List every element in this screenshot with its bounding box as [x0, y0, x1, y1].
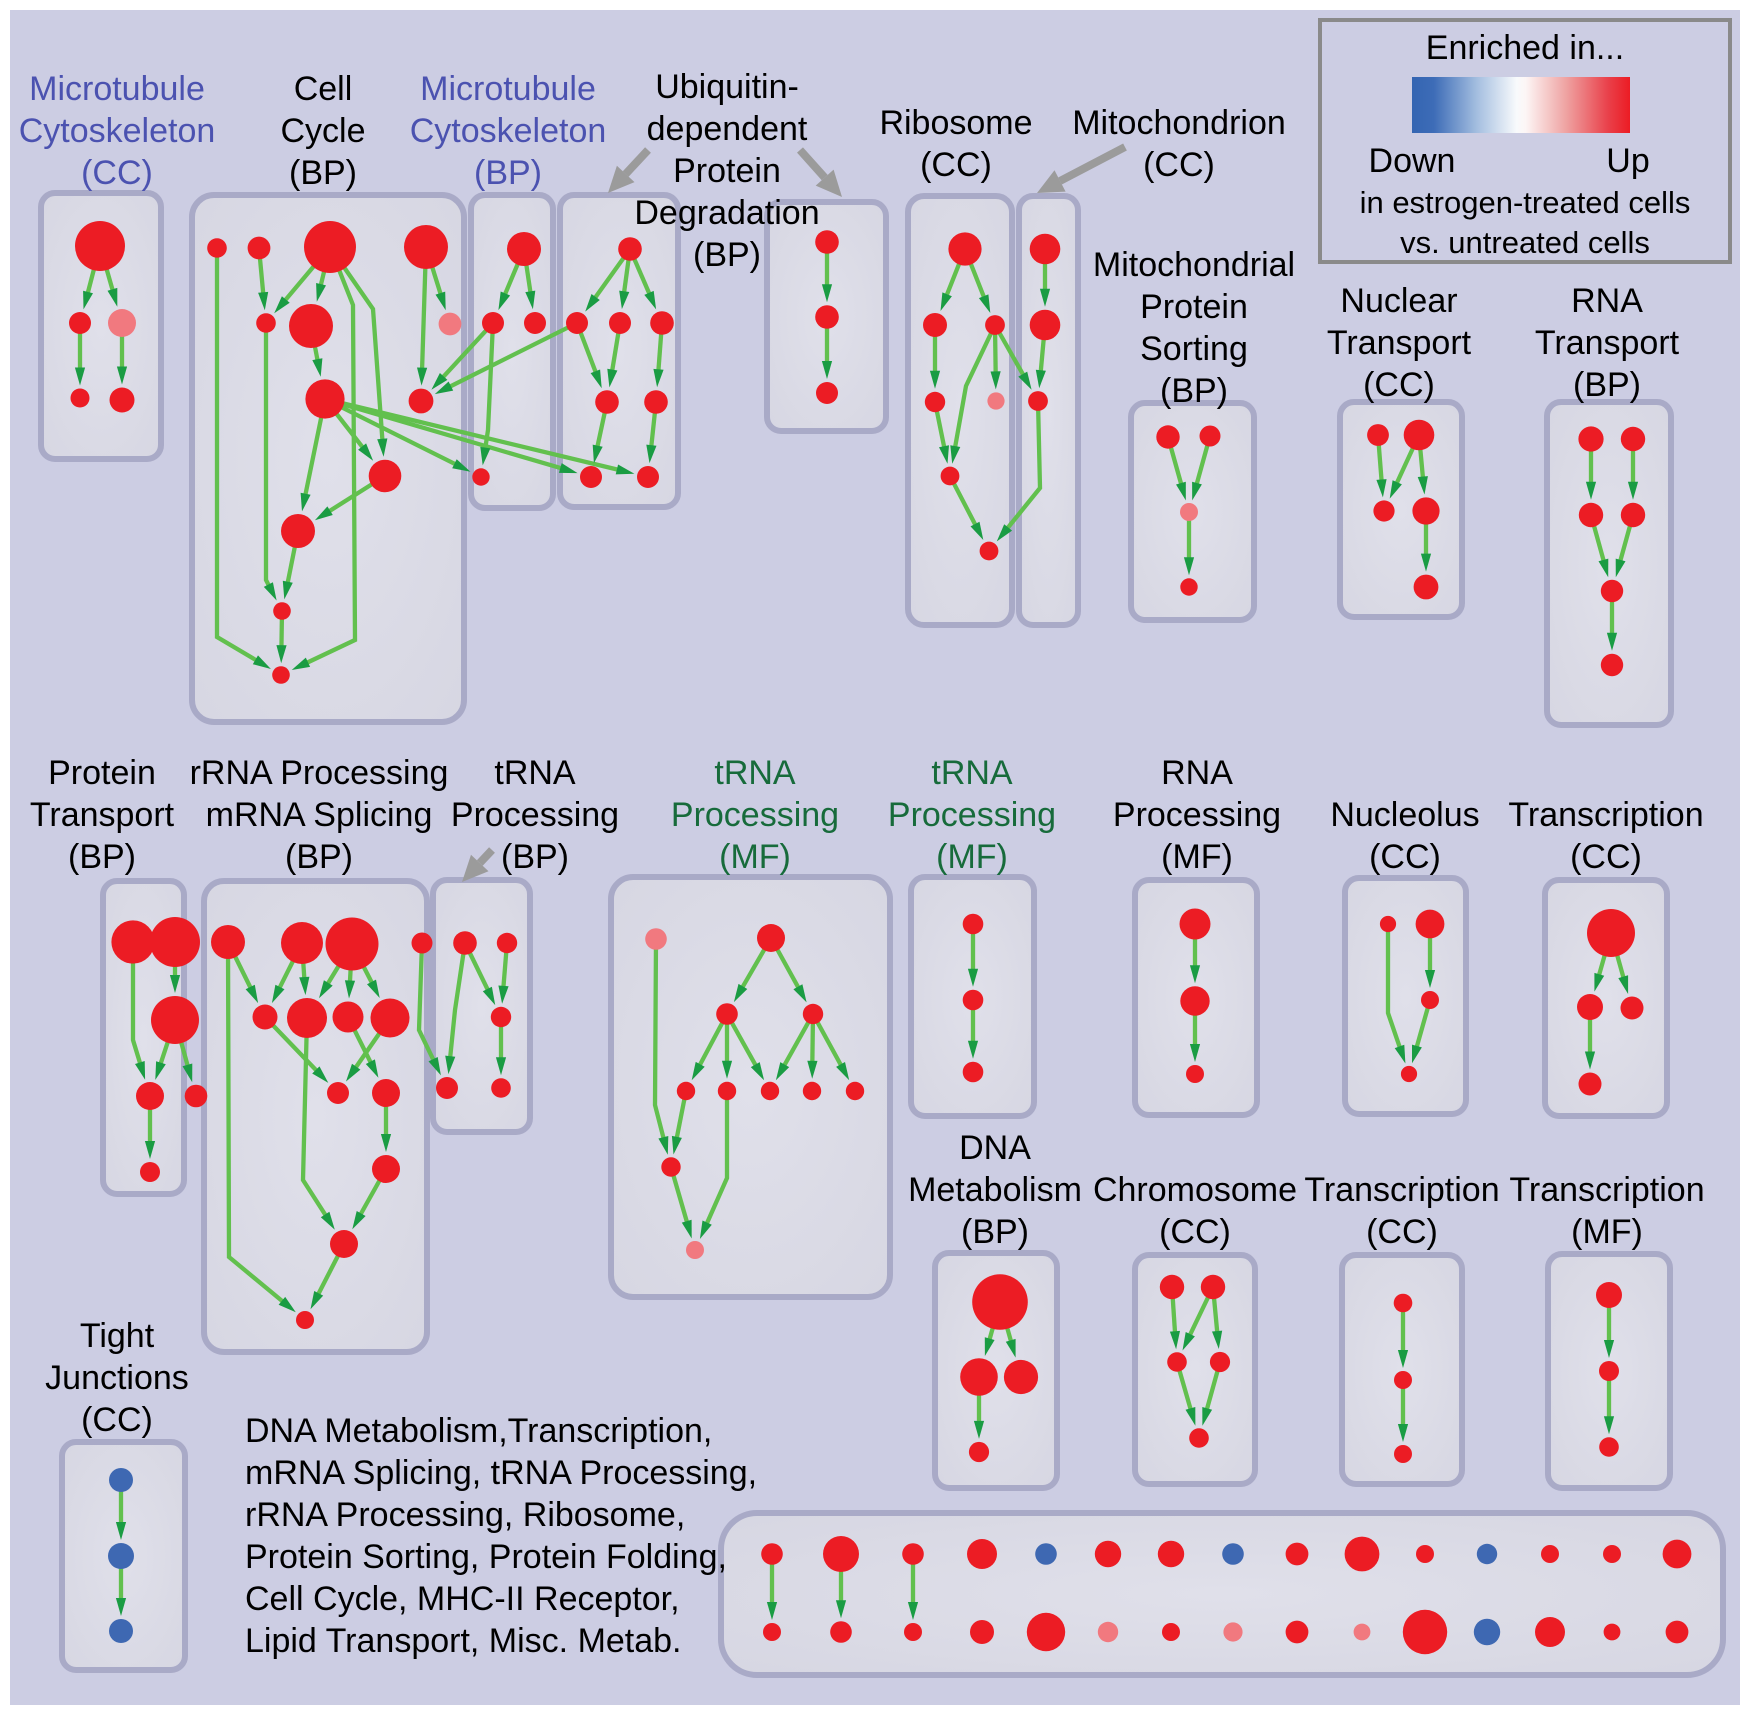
- svg-text:Cycle: Cycle: [280, 112, 365, 150]
- svg-text:Nucleolus: Nucleolus: [1330, 796, 1479, 834]
- svg-text:(CC): (CC): [1143, 146, 1215, 184]
- svg-text:(MF): (MF): [936, 838, 1008, 876]
- svg-text:(BP): (BP): [693, 236, 761, 274]
- svg-text:Up: Up: [1606, 142, 1649, 180]
- svg-text:in estrogen-treated cells: in estrogen-treated cells: [1360, 185, 1691, 220]
- svg-text:Junctions: Junctions: [45, 1359, 189, 1397]
- svg-text:tRNA: tRNA: [494, 754, 576, 792]
- svg-text:Microtubule: Microtubule: [420, 70, 596, 108]
- svg-text:tRNA: tRNA: [714, 754, 796, 792]
- svg-text:RNA: RNA: [1571, 282, 1643, 320]
- svg-text:Protein: Protein: [48, 754, 156, 792]
- svg-text:Transcription: Transcription: [1509, 1171, 1704, 1209]
- svg-text:Enriched in...: Enriched in...: [1426, 29, 1624, 67]
- svg-text:vs. untreated cells: vs. untreated cells: [1400, 225, 1650, 260]
- svg-text:(BP): (BP): [1573, 366, 1641, 404]
- svg-text:(BP): (BP): [474, 154, 542, 192]
- svg-text:Tight: Tight: [80, 1317, 155, 1355]
- svg-text:Transcription: Transcription: [1304, 1171, 1499, 1209]
- svg-text:Transcription: Transcription: [1508, 796, 1703, 834]
- svg-text:(CC): (CC): [81, 154, 153, 192]
- svg-text:tRNA: tRNA: [931, 754, 1013, 792]
- svg-text:Lipid Transport, Misc. Metab.: Lipid Transport, Misc. Metab.: [245, 1622, 682, 1660]
- svg-text:rRNA Processing: rRNA Processing: [190, 754, 449, 792]
- svg-text:(BP): (BP): [68, 838, 136, 876]
- svg-text:(BP): (BP): [961, 1213, 1029, 1251]
- svg-text:RNA: RNA: [1161, 754, 1233, 792]
- svg-text:Metabolism: Metabolism: [908, 1171, 1082, 1209]
- svg-text:Sorting: Sorting: [1140, 330, 1248, 368]
- svg-text:Ubiquitin-: Ubiquitin-: [655, 68, 799, 106]
- svg-text:Microtubule: Microtubule: [29, 70, 205, 108]
- svg-text:Cell Cycle, MHC-II Receptor,: Cell Cycle, MHC-II Receptor,: [245, 1580, 680, 1618]
- svg-text:(BP): (BP): [501, 838, 569, 876]
- svg-text:mRNA Splicing, tRNA Processing: mRNA Splicing, tRNA Processing,: [245, 1454, 757, 1492]
- svg-text:Mitochondrion: Mitochondrion: [1072, 104, 1286, 142]
- svg-text:(BP): (BP): [1160, 372, 1228, 410]
- svg-text:Degradation: Degradation: [634, 194, 819, 232]
- svg-text:(CC): (CC): [1570, 838, 1642, 876]
- svg-text:(MF): (MF): [1161, 838, 1233, 876]
- svg-text:Nuclear: Nuclear: [1340, 282, 1457, 320]
- svg-text:(CC): (CC): [1366, 1213, 1438, 1251]
- svg-text:Cell: Cell: [294, 70, 353, 108]
- svg-text:(MF): (MF): [719, 838, 791, 876]
- svg-text:Processing: Processing: [451, 796, 619, 834]
- svg-text:Processing: Processing: [1113, 796, 1281, 834]
- svg-text:(BP): (BP): [289, 154, 357, 192]
- svg-text:Mitochondrial: Mitochondrial: [1093, 246, 1295, 284]
- svg-text:mRNA Splicing: mRNA Splicing: [206, 796, 433, 834]
- svg-text:DNA Metabolism,Transcription,: DNA Metabolism,Transcription,: [245, 1412, 712, 1450]
- svg-text:Cytoskeleton: Cytoskeleton: [19, 112, 216, 150]
- svg-text:Transport: Transport: [1535, 324, 1680, 362]
- svg-text:(CC): (CC): [81, 1401, 153, 1439]
- svg-text:DNA: DNA: [959, 1129, 1031, 1167]
- svg-text:(BP): (BP): [285, 838, 353, 876]
- svg-text:dependent: dependent: [647, 110, 808, 148]
- svg-text:Transport: Transport: [30, 796, 175, 834]
- svg-text:Transport: Transport: [1327, 324, 1472, 362]
- svg-text:Cytoskeleton: Cytoskeleton: [410, 112, 607, 150]
- svg-text:Chromosome: Chromosome: [1093, 1171, 1297, 1209]
- svg-text:rRNA Processing, Ribosome,: rRNA Processing, Ribosome,: [245, 1496, 685, 1534]
- svg-text:Protein: Protein: [1140, 288, 1248, 326]
- svg-text:(CC): (CC): [1369, 838, 1441, 876]
- svg-text:Protein: Protein: [673, 152, 781, 190]
- svg-text:Protein Sorting, Protein Foldi: Protein Sorting, Protein Folding,: [245, 1538, 727, 1576]
- svg-text:(CC): (CC): [920, 146, 992, 184]
- svg-text:Processing: Processing: [888, 796, 1056, 834]
- svg-text:Ribosome: Ribosome: [879, 104, 1032, 142]
- svg-text:(CC): (CC): [1363, 366, 1435, 404]
- svg-text:Processing: Processing: [671, 796, 839, 834]
- svg-text:Down: Down: [1369, 142, 1456, 180]
- svg-text:(MF): (MF): [1571, 1213, 1643, 1251]
- svg-text:(CC): (CC): [1159, 1213, 1231, 1251]
